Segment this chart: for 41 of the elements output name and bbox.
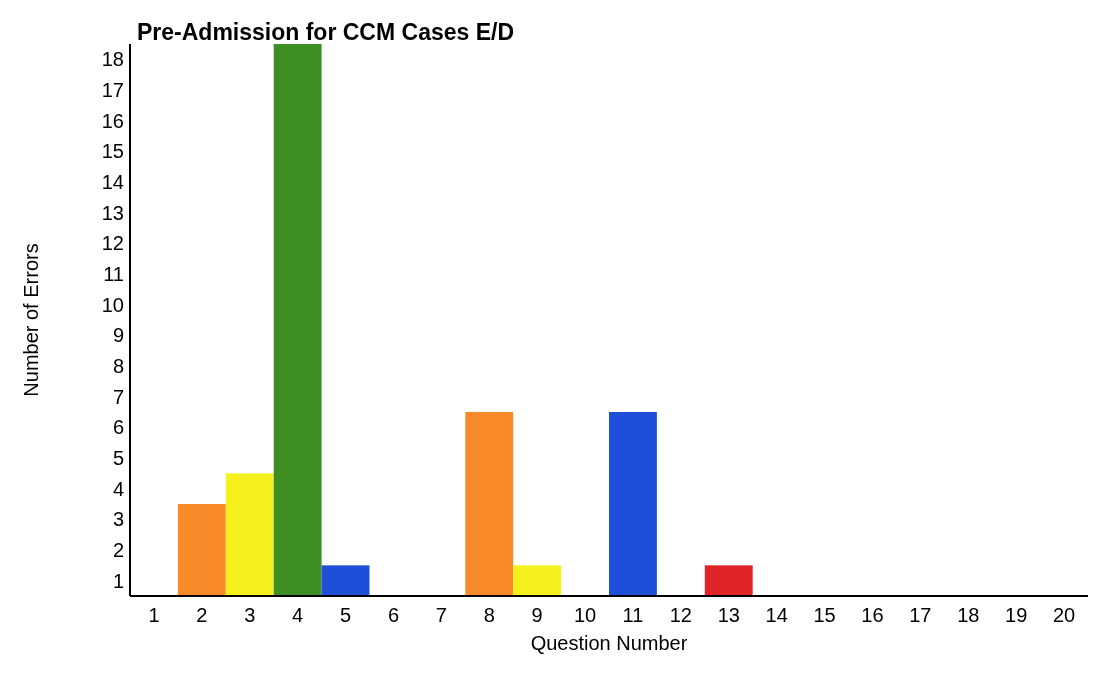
- x-tick-label: 1: [148, 604, 160, 626]
- x-tick-label: 13: [717, 604, 740, 626]
- y-tick-label: 1: [112, 569, 124, 592]
- y-tick-label: 11: [103, 263, 124, 285]
- y-tick-label: 5: [112, 447, 124, 469]
- y-tick-label: 6: [112, 416, 124, 439]
- x-tick-label: 15: [813, 604, 836, 626]
- x-tick-label: 6: [387, 604, 400, 626]
- y-tick-label: 18: [101, 48, 124, 71]
- y-tick-label: 9: [112, 324, 124, 347]
- x-axis-title: Question Number: [530, 632, 688, 654]
- y-tick-label: 4: [112, 477, 124, 500]
- x-tick-label: 11: [622, 604, 644, 626]
- x-tick-label: 14: [765, 604, 788, 626]
- y-tick-label: 3: [112, 508, 124, 531]
- y-tick-label: 17: [101, 79, 124, 101]
- y-tick-label: 14: [101, 171, 124, 193]
- y-tick-label: 8: [112, 355, 124, 377]
- x-tick-label: 19: [1005, 604, 1028, 626]
- chart-title: Pre-Admission for CCM Cases E/D: [137, 19, 515, 45]
- x-tick-label: 3: [244, 604, 256, 626]
- x-tick-label: 2: [196, 604, 208, 626]
- y-tick-label: 13: [101, 201, 124, 224]
- y-tick-label: 2: [112, 539, 124, 561]
- x-tick-label: 17: [909, 604, 932, 626]
- x-tick-label: 8: [483, 604, 495, 626]
- x-tick-label: 10: [573, 604, 597, 626]
- x-tick-label: 16: [861, 604, 884, 626]
- x-tick-label: 7: [435, 604, 447, 626]
- y-tick-label: 12: [101, 232, 124, 255]
- y-axis-title: Number of Errors: [20, 243, 42, 397]
- x-tick-label: 12: [669, 604, 692, 626]
- y-tick-label: 15: [101, 140, 124, 163]
- x-tick-label: 4: [292, 604, 304, 626]
- y-tick-label: 16: [101, 109, 124, 132]
- y-tick-label: 7: [112, 385, 124, 408]
- x-tick-label: 18: [957, 604, 980, 626]
- x-tick-label: 20: [1052, 604, 1076, 626]
- y-tick-label: 10: [101, 293, 124, 316]
- x-tick-label: 9: [531, 604, 543, 626]
- x-tick-label: 5: [339, 604, 352, 626]
